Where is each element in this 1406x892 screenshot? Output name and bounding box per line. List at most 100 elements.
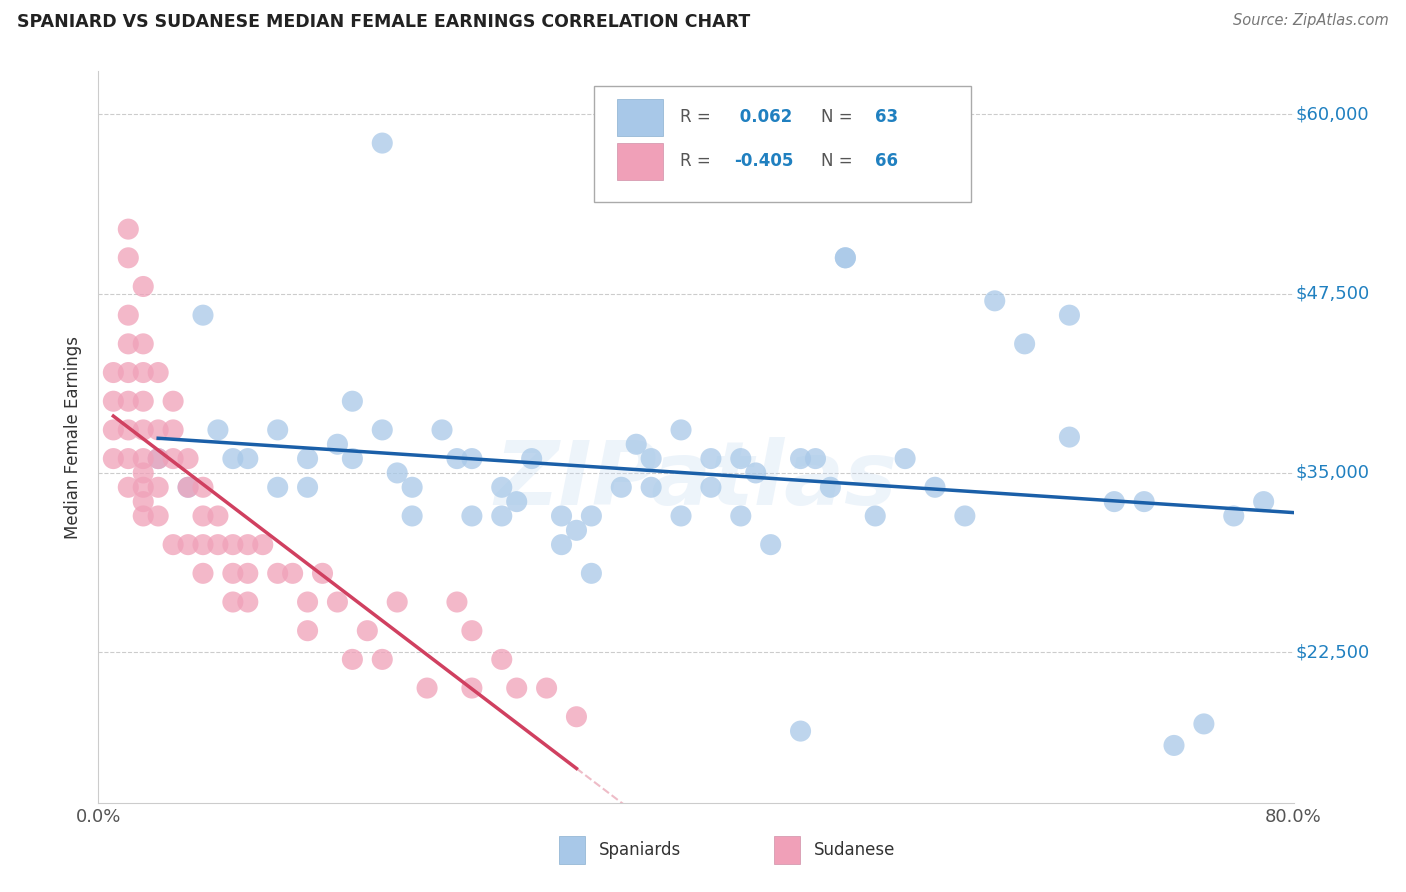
Text: SPANIARD VS SUDANESE MEDIAN FEMALE EARNINGS CORRELATION CHART: SPANIARD VS SUDANESE MEDIAN FEMALE EARNI… xyxy=(17,13,751,31)
Point xyxy=(924,480,946,494)
Point xyxy=(132,480,155,494)
Point xyxy=(148,480,170,494)
Point xyxy=(1104,494,1126,508)
Point xyxy=(103,366,125,380)
Text: 0.062: 0.062 xyxy=(734,109,793,127)
Point xyxy=(132,423,155,437)
Point xyxy=(236,595,259,609)
Point xyxy=(565,710,588,724)
Point xyxy=(297,480,319,494)
Point xyxy=(117,423,139,437)
Point xyxy=(371,136,394,150)
Point xyxy=(565,524,588,538)
Point xyxy=(371,652,394,666)
Text: Spaniards: Spaniards xyxy=(599,841,682,859)
Point xyxy=(669,508,692,523)
Point xyxy=(491,508,513,523)
Point xyxy=(236,451,259,466)
Point xyxy=(103,394,125,409)
Point xyxy=(267,480,290,494)
Point xyxy=(461,451,484,466)
Point xyxy=(865,508,887,523)
Point xyxy=(236,538,259,552)
Point xyxy=(401,480,423,494)
Y-axis label: Median Female Earnings: Median Female Earnings xyxy=(65,335,83,539)
Point xyxy=(894,451,917,466)
Point xyxy=(1253,494,1275,508)
Point xyxy=(342,451,364,466)
Text: 63: 63 xyxy=(875,109,898,127)
Point xyxy=(446,595,468,609)
Text: ZIPatlas: ZIPatlas xyxy=(495,437,897,524)
Point xyxy=(834,251,856,265)
Point xyxy=(103,423,125,437)
Bar xyxy=(773,837,800,864)
Point xyxy=(581,508,603,523)
Point xyxy=(953,508,976,523)
Text: 66: 66 xyxy=(875,153,898,170)
Point xyxy=(1014,336,1036,351)
Point xyxy=(148,508,170,523)
Point xyxy=(700,480,723,494)
Point xyxy=(132,494,155,508)
Bar xyxy=(617,143,662,179)
Point xyxy=(191,508,214,523)
Point xyxy=(461,681,484,695)
Point xyxy=(1163,739,1185,753)
Point xyxy=(132,451,155,466)
Point xyxy=(759,538,782,552)
Point xyxy=(191,308,214,322)
Point xyxy=(132,394,155,409)
Point xyxy=(267,566,290,581)
Point xyxy=(177,480,200,494)
Text: Source: ZipAtlas.com: Source: ZipAtlas.com xyxy=(1233,13,1389,29)
Point xyxy=(700,451,723,466)
Point xyxy=(191,480,214,494)
Text: N =: N = xyxy=(821,153,853,170)
Point xyxy=(222,538,245,552)
Point xyxy=(222,595,245,609)
Point xyxy=(117,480,139,494)
Point xyxy=(550,538,572,552)
Point xyxy=(117,336,139,351)
Point xyxy=(252,538,274,552)
Point xyxy=(222,451,245,466)
Point xyxy=(640,480,662,494)
Point xyxy=(730,451,752,466)
Point xyxy=(624,437,647,451)
Point xyxy=(385,466,409,480)
Point xyxy=(1059,430,1081,444)
Point xyxy=(207,508,229,523)
Point xyxy=(461,624,484,638)
Point xyxy=(311,566,333,581)
Point xyxy=(148,451,170,466)
Point xyxy=(520,451,543,466)
Point xyxy=(132,366,155,380)
Point xyxy=(416,681,439,695)
Point xyxy=(669,423,692,437)
Point xyxy=(804,451,827,466)
Point xyxy=(581,566,603,581)
Point xyxy=(401,508,423,523)
Point xyxy=(356,624,378,638)
Point xyxy=(162,394,184,409)
Text: R =: R = xyxy=(681,109,711,127)
Point xyxy=(491,652,513,666)
Point xyxy=(148,366,170,380)
Point xyxy=(789,724,811,739)
Point xyxy=(162,451,184,466)
Point xyxy=(117,451,139,466)
Point xyxy=(117,308,139,322)
Point xyxy=(222,566,245,581)
Point xyxy=(385,595,409,609)
Point xyxy=(132,279,155,293)
Point xyxy=(117,366,139,380)
Point xyxy=(177,480,200,494)
Point xyxy=(506,681,529,695)
Point xyxy=(177,538,200,552)
Point xyxy=(132,508,155,523)
Text: R =: R = xyxy=(681,153,711,170)
Point xyxy=(297,595,319,609)
Text: N =: N = xyxy=(821,109,853,127)
Point xyxy=(1133,494,1156,508)
